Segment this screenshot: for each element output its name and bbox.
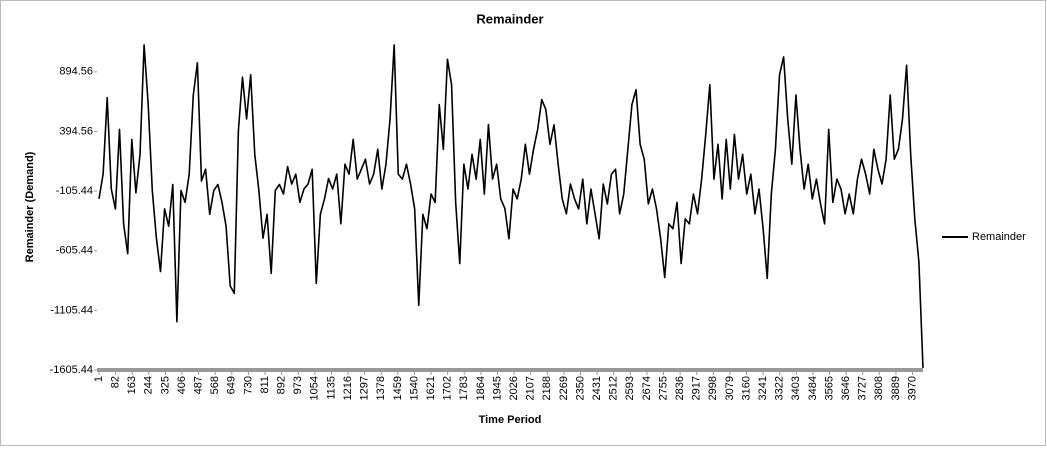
x-axis-title: Time Period — [479, 414, 542, 426]
x-tick-label: 2431 — [591, 376, 603, 400]
x-tick-label: 3646 — [840, 376, 852, 400]
x-tick-label: 1135 — [325, 376, 337, 400]
x-tick-label: 2188 — [541, 376, 553, 400]
x-tick-label: 2512 — [608, 376, 620, 400]
x-tick-label: 163 — [126, 376, 138, 394]
x-tick-label: 1459 — [392, 376, 404, 400]
x-tick-label: 2917 — [691, 376, 703, 400]
x-tick-label: 1702 — [442, 376, 454, 400]
x-tick-label: 406 — [176, 376, 188, 394]
y-tick-label: -1105.44 — [50, 304, 93, 316]
x-tick-label: 649 — [226, 376, 238, 394]
x-tick-label: 3079 — [724, 376, 736, 400]
x-tick-label: 244 — [143, 376, 155, 394]
y-axis-title: Remainder (Demand) — [24, 151, 36, 262]
x-tick-label: 3484 — [807, 376, 819, 400]
x-tick-label: 2998 — [707, 376, 719, 400]
x-tick-label: 973 — [292, 376, 304, 394]
x-tick-label: 2593 — [624, 376, 636, 400]
x-tick-label: 3160 — [740, 376, 752, 400]
x-tick-label: 325 — [159, 376, 171, 394]
x-tick-label: 3889 — [890, 376, 902, 400]
x-tick-label: 3565 — [823, 376, 835, 400]
y-tick-label: -1605.44 — [50, 364, 93, 376]
x-tick-label: 1054 — [309, 376, 321, 400]
x-tick-label: 1378 — [375, 376, 387, 400]
x-tick-label: 82 — [110, 376, 122, 388]
x-tick-label: 568 — [209, 376, 221, 394]
x-tick-label: 2755 — [657, 376, 669, 400]
x-tick-label: 1216 — [342, 376, 354, 400]
series-line — [98, 44, 924, 368]
x-tick-label: 1 — [93, 376, 105, 382]
x-tick-label: 892 — [276, 376, 288, 394]
y-tick-label: -105.44 — [56, 185, 93, 197]
x-tick-label: 1297 — [359, 376, 371, 400]
x-tick-label: 3241 — [757, 376, 769, 400]
x-tick-label: 2269 — [558, 376, 570, 400]
x-tick-label: 730 — [242, 376, 254, 394]
y-tick-label: -605.44 — [56, 245, 93, 257]
x-tick-label: 1621 — [425, 376, 437, 400]
x-tick-label: 1783 — [458, 376, 470, 400]
x-tick-label: 2674 — [641, 376, 653, 400]
x-tick-label: 811 — [259, 376, 271, 394]
x-tick-label: 487 — [193, 376, 205, 394]
x-tick-label: 3403 — [790, 376, 802, 400]
x-tick-label: 3970 — [906, 376, 918, 400]
x-tick-label: 2836 — [674, 376, 686, 400]
x-tick-label: 2026 — [508, 376, 520, 400]
legend-label: Remainder — [972, 231, 1026, 243]
x-tick-label: 2107 — [525, 376, 537, 400]
x-tick-label: 3808 — [873, 376, 885, 400]
x-tick-label: 2350 — [574, 376, 586, 400]
x-tick-label: 3322 — [774, 376, 786, 400]
chart-title: Remainder — [476, 11, 543, 26]
y-tick-label: 394.56 — [59, 125, 93, 137]
x-tick-label: 3727 — [857, 376, 869, 400]
y-tick-label: 894.56 — [59, 66, 93, 78]
x-tick-label: 1945 — [491, 376, 503, 400]
x-tick-label: 1864 — [475, 376, 487, 400]
x-tick-label: 1540 — [408, 376, 420, 400]
